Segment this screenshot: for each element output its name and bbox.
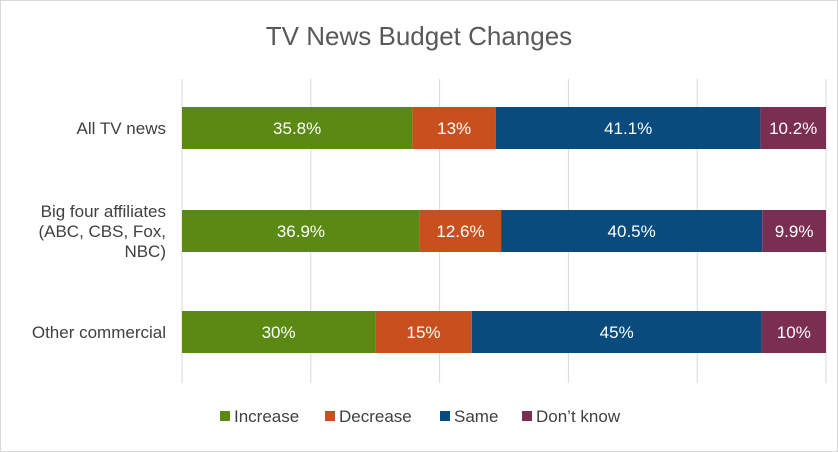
- bar-segment: [419, 210, 502, 252]
- bar-segment: [471, 311, 762, 353]
- bar-segment: [412, 107, 496, 149]
- legend-swatch: [522, 411, 532, 421]
- legend-swatch: [220, 411, 230, 421]
- bar-segment: [375, 311, 472, 353]
- legend: Increase Decrease Same Don’t know: [220, 407, 621, 426]
- data-label: 40.5%: [608, 222, 656, 241]
- data-label: 9.9%: [775, 222, 814, 241]
- bars: 35.8% 13% 41.1% 10.2% 36.9% 12.6% 40.5% 9.9% 30%…: [182, 107, 826, 353]
- bar-segment: [760, 107, 826, 149]
- data-label: 41.1%: [604, 119, 652, 138]
- legend-swatch: [440, 411, 450, 421]
- data-label: 30%: [262, 323, 296, 342]
- bar-segment: [182, 107, 413, 149]
- data-label: 10%: [777, 323, 811, 342]
- bar-segment: [495, 107, 761, 149]
- category-label: (ABC, CBS, Fox,: [38, 222, 166, 241]
- data-label: 13%: [437, 119, 471, 138]
- legend-label: Decrease: [339, 407, 412, 426]
- data-label: 36.9%: [277, 222, 325, 241]
- data-label: 10.2%: [769, 119, 817, 138]
- legend-label: Same: [454, 407, 498, 426]
- data-label: 35.8%: [273, 119, 321, 138]
- data-label: 12.6%: [436, 222, 484, 241]
- category-label: All TV news: [77, 119, 166, 138]
- bar-segment: [761, 311, 826, 353]
- bar-segment: [182, 311, 376, 353]
- legend-label: Don’t know: [536, 407, 621, 426]
- category-label: Other commercial: [32, 323, 166, 342]
- data-label: 15%: [406, 323, 440, 342]
- legend-swatch: [325, 411, 335, 421]
- category-label: NBC): [124, 242, 166, 261]
- category-labels: All TV news Big four affiliates(ABC, CBS,…: [32, 119, 166, 342]
- data-label: 45%: [600, 323, 634, 342]
- bar-segment: [762, 210, 826, 252]
- bar-segment: [182, 210, 420, 252]
- category-label: Big four affiliates: [41, 202, 166, 221]
- chart-title: TV News Budget Changes: [266, 21, 572, 51]
- legend-label: Increase: [234, 407, 299, 426]
- bar-segment: [501, 210, 763, 252]
